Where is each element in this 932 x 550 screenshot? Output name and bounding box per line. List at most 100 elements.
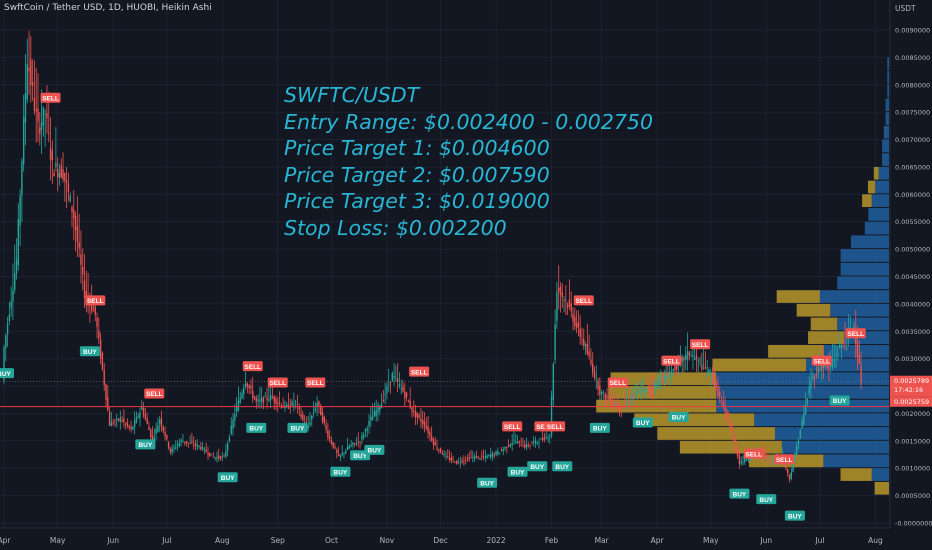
candle: [608, 399, 610, 401]
candle: [337, 453, 340, 456]
signal-label: BUY: [636, 420, 650, 427]
candle: [379, 406, 381, 411]
buy-signal: BUY: [477, 477, 498, 488]
time-tick-label: May: [50, 536, 66, 545]
candle: [117, 419, 120, 421]
signal-label: BUY: [368, 448, 382, 455]
candle: [670, 371, 673, 375]
candle: [438, 449, 440, 451]
candle: [309, 422, 311, 425]
volume-bar-up: [871, 468, 889, 481]
price-tick-label: 0.0065000: [895, 163, 930, 171]
candle: [384, 394, 386, 396]
candle: [133, 420, 136, 427]
sell-signal: SELL: [409, 366, 430, 377]
candle: [681, 356, 683, 362]
candle: [697, 360, 699, 361]
candle: [602, 392, 605, 394]
candle: [166, 435, 168, 440]
candle: [561, 293, 563, 297]
volume-bar-up: [754, 413, 889, 427]
candle: [418, 414, 420, 418]
time-tick-label: Aug: [868, 536, 883, 545]
candle: [482, 456, 485, 458]
candle: [699, 362, 701, 363]
signal-badge: [409, 366, 430, 377]
candle: [425, 426, 427, 429]
candle: [273, 396, 275, 402]
volume-bar-down: [810, 317, 838, 331]
candle: [527, 444, 529, 446]
candle: [642, 389, 644, 392]
candle: [837, 353, 839, 356]
candle: [327, 430, 329, 438]
candle: [191, 441, 193, 443]
candle: [583, 339, 585, 346]
candle: [765, 454, 767, 459]
candle: [584, 344, 587, 347]
candle: [722, 402, 725, 406]
candle: [812, 376, 814, 379]
chart-header: SwftCoin / Tether USD, 1D, HUOBI, Heikin…: [4, 3, 212, 13]
candle: [30, 59, 32, 85]
signal-label: SELL: [813, 358, 830, 365]
price-tick-label: 0.0080000: [895, 81, 930, 89]
volume-bar-up: [882, 153, 889, 166]
candle: [409, 400, 411, 408]
candle: [246, 383, 249, 387]
candle: [167, 442, 170, 448]
candle: [763, 452, 766, 457]
candle: [447, 456, 449, 458]
candle: [767, 457, 769, 459]
time-tick-label: Jun: [759, 536, 772, 545]
buy-signal: BUY: [79, 346, 100, 357]
candle: [420, 418, 422, 422]
candle: [341, 452, 343, 455]
candle: [472, 456, 474, 458]
time-tick-label: Feb: [545, 536, 559, 545]
candle: [269, 394, 272, 401]
candle: [271, 397, 274, 399]
candle: [552, 363, 555, 400]
signal-badge: [552, 461, 573, 472]
level-price-value: 0.0025759: [894, 398, 929, 406]
candle: [192, 444, 195, 446]
candle: [452, 459, 454, 461]
signal-badge: [85, 295, 106, 306]
candle: [731, 428, 733, 435]
candle: [736, 449, 739, 457]
candle: [114, 421, 116, 423]
candle: [65, 180, 68, 184]
candle: [3, 347, 5, 381]
candle: [651, 387, 653, 389]
candle: [529, 444, 531, 446]
candle: [312, 412, 315, 414]
signal-badge: [502, 421, 523, 432]
candle: [702, 363, 705, 365]
candle: [194, 443, 197, 446]
candle: [459, 462, 461, 464]
candle: [40, 122, 43, 131]
signal-badge: [668, 411, 689, 422]
candle: [146, 418, 148, 424]
candle: [90, 302, 93, 312]
candle: [806, 398, 809, 404]
candle: [252, 390, 254, 398]
candle: [450, 457, 453, 461]
candle: [96, 317, 98, 328]
candle: [615, 405, 617, 407]
candle: [24, 93, 27, 123]
candle: [354, 443, 356, 444]
candle: [395, 377, 397, 379]
signal-badge: [364, 444, 385, 455]
buy-signal: BUY: [135, 439, 156, 450]
volume-bar-down: [768, 344, 824, 358]
candle: [815, 374, 818, 376]
candle: [212, 456, 215, 458]
candle: [729, 425, 732, 431]
candle: [817, 367, 819, 374]
candle: [740, 461, 742, 464]
candle: [119, 417, 122, 422]
